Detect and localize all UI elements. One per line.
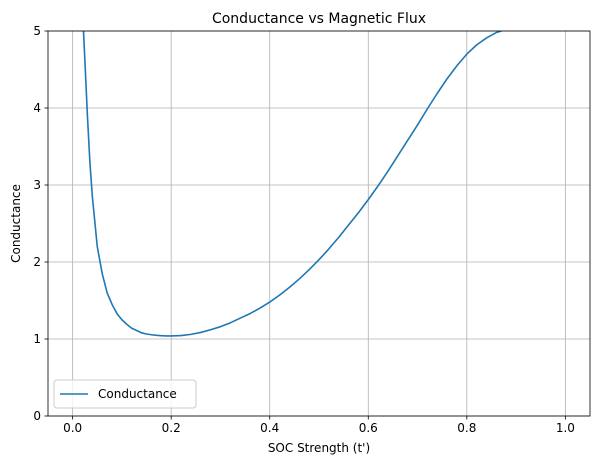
y-tick-label: 3 <box>33 178 41 192</box>
y-tick-label: 5 <box>33 24 41 38</box>
y-axis-title: Conductance <box>9 184 23 263</box>
y-tick-label: 0 <box>33 409 41 423</box>
x-tick-label: 1.0 <box>556 421 575 435</box>
ticks: 0.0 0.2 0.4 0.6 0.8 1.0 0 1 2 3 4 5 <box>33 24 575 435</box>
x-tick-label: 0.8 <box>457 421 476 435</box>
grid <box>48 30 590 417</box>
legend-box <box>53 379 197 409</box>
x-tick-label: 0.0 <box>63 421 82 435</box>
x-axis-title: SOC Strength (t') <box>268 441 370 455</box>
series-line-conductance <box>82 31 502 337</box>
y-tick-label: 2 <box>33 255 41 269</box>
chart-title: Conductance vs Magnetic Flux <box>212 11 426 27</box>
x-tick-label: 0.4 <box>260 421 279 435</box>
x-tick-label: 0.2 <box>162 421 181 435</box>
x-tick-label: 0.6 <box>359 421 378 435</box>
legend: Conductance <box>53 379 197 409</box>
plot-frame <box>47 30 591 417</box>
plot-area <box>82 31 502 337</box>
legend-entry-conductance: Conductance <box>98 387 177 401</box>
y-tick-label: 4 <box>33 101 41 115</box>
y-tick-label: 1 <box>33 332 41 346</box>
